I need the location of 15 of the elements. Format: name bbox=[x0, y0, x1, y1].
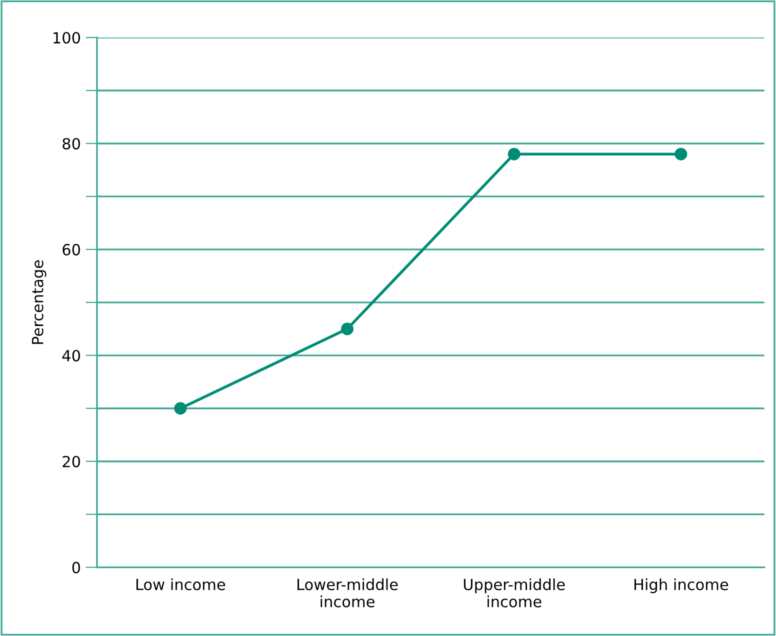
y-tick-label: 60 bbox=[62, 244, 80, 256]
point bbox=[341, 322, 354, 336]
x-tick-label: Lower-middle income bbox=[298, 578, 398, 608]
y-tick-label: 100 bbox=[54, 32, 80, 44]
y-tick-label: 80 bbox=[62, 138, 80, 150]
x-tick-label: High income bbox=[634, 578, 728, 594]
point bbox=[508, 148, 520, 160]
y-tick-label: 0 bbox=[72, 562, 80, 574]
point bbox=[174, 402, 187, 415]
y-tick-label: 40 bbox=[62, 350, 80, 362]
point bbox=[674, 148, 688, 160]
x-tick-label: Upper-middle income bbox=[464, 578, 565, 608]
x-tick-label: Low income bbox=[136, 578, 226, 590]
y-axis-title: Percentage bbox=[32, 260, 46, 344]
y-tick-label: 20 bbox=[62, 456, 80, 468]
